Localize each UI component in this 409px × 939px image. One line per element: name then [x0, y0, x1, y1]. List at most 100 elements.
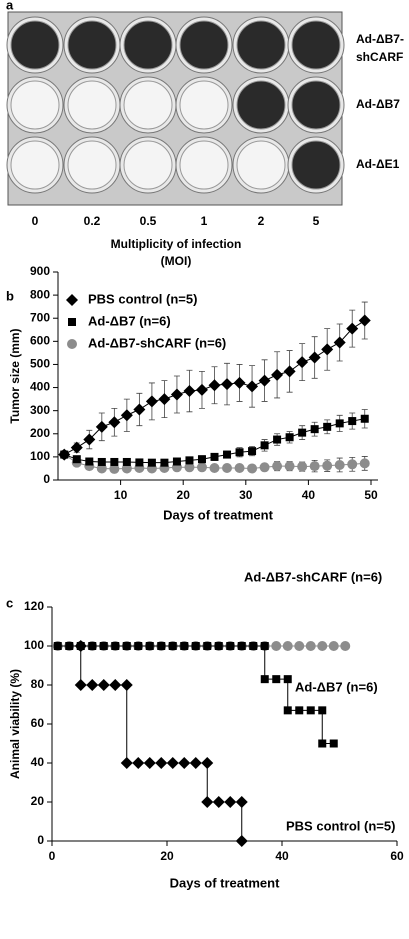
panel-label: c: [6, 595, 13, 610]
well: [123, 20, 173, 70]
marker: [109, 463, 120, 474]
marker: [222, 462, 233, 473]
marker: [235, 448, 244, 457]
marker: [185, 456, 194, 465]
marker: [172, 457, 181, 466]
x-tick-label: 0.2: [84, 214, 101, 228]
marker: [122, 642, 131, 650]
panel-label: a: [6, 0, 14, 12]
marker: [133, 403, 146, 416]
marker: [88, 642, 97, 650]
well: [10, 80, 60, 130]
marker: [334, 459, 345, 470]
marker: [260, 441, 269, 450]
well: [236, 140, 286, 190]
marker: [196, 462, 207, 473]
marker: [309, 461, 320, 472]
marker: [333, 336, 346, 349]
marker: [259, 462, 270, 473]
marker: [321, 343, 334, 356]
legend-marker: [67, 339, 77, 349]
marker: [155, 757, 168, 769]
marker: [143, 757, 156, 769]
y-tick-label: 400: [30, 380, 50, 394]
marker: [145, 642, 154, 650]
marker: [295, 706, 304, 715]
marker: [221, 378, 234, 391]
y-tick-label: 900: [30, 264, 50, 278]
marker: [197, 455, 206, 464]
marker: [249, 642, 258, 650]
marker: [348, 417, 357, 426]
x-tick-label: 0: [32, 214, 39, 228]
well: [67, 20, 117, 70]
marker: [178, 757, 191, 769]
well: [179, 140, 229, 190]
y-tick-label: 0: [43, 472, 50, 486]
y-tick-label: 500: [30, 357, 50, 371]
y-tick-label: 120: [24, 599, 44, 613]
wells: [6, 16, 345, 194]
x-axis-title: (MOI): [161, 254, 192, 268]
x-tick-label: 2: [258, 214, 265, 228]
marker: [322, 460, 333, 471]
marker: [65, 642, 74, 650]
y-tick-label: 80: [31, 677, 45, 691]
x-axis-title: Days of treatment: [170, 875, 280, 890]
marker: [158, 393, 171, 406]
well: [10, 140, 60, 190]
x-tick-label: 10: [114, 488, 128, 502]
x-tick-label: 0.5: [140, 214, 157, 228]
legend-label: PBS control (n=5): [88, 291, 197, 306]
marker: [97, 679, 110, 691]
series-label: PBS control (n=5): [286, 818, 395, 833]
marker: [109, 679, 122, 691]
y-tick-label: 200: [30, 426, 50, 440]
x-axis-title: Multiplicity of infection: [111, 237, 242, 251]
legend-label: Ad-ΔB7 (n=6): [88, 313, 171, 328]
series-line: [80, 646, 243, 841]
y-tick-label: 600: [30, 334, 50, 348]
marker: [189, 757, 202, 769]
marker: [147, 458, 156, 467]
marker: [168, 642, 177, 650]
y-tick-label: 700: [30, 310, 50, 324]
marker: [85, 457, 94, 466]
marker: [214, 642, 223, 650]
marker: [271, 641, 282, 651]
marker: [97, 457, 106, 466]
marker: [248, 447, 257, 456]
x-tick-label: 40: [275, 849, 289, 863]
marker: [271, 368, 284, 381]
marker: [347, 459, 358, 470]
marker: [135, 458, 144, 467]
marker: [210, 452, 219, 461]
marker: [273, 435, 282, 444]
marker: [195, 383, 208, 396]
well: [179, 20, 229, 70]
marker: [260, 642, 269, 650]
row-label: Ad-ΔB7-: [356, 32, 404, 46]
marker: [329, 739, 338, 748]
marker: [272, 461, 283, 472]
marker: [201, 757, 214, 769]
marker: [209, 462, 220, 473]
marker: [297, 461, 308, 472]
well: [291, 20, 341, 70]
marker: [166, 757, 179, 769]
well: [236, 80, 286, 130]
well: [179, 80, 229, 130]
marker: [260, 675, 269, 684]
y-tick-label: 800: [30, 287, 50, 301]
legend-marker: [68, 318, 76, 326]
marker: [58, 448, 71, 461]
marker: [120, 757, 133, 769]
marker: [235, 835, 248, 847]
marker: [145, 395, 158, 408]
y-tick-label: 300: [30, 403, 50, 417]
marker: [132, 757, 145, 769]
marker: [53, 642, 62, 650]
legend-marker: [66, 294, 78, 306]
x-tick-label: 20: [160, 849, 174, 863]
marker: [74, 679, 87, 691]
